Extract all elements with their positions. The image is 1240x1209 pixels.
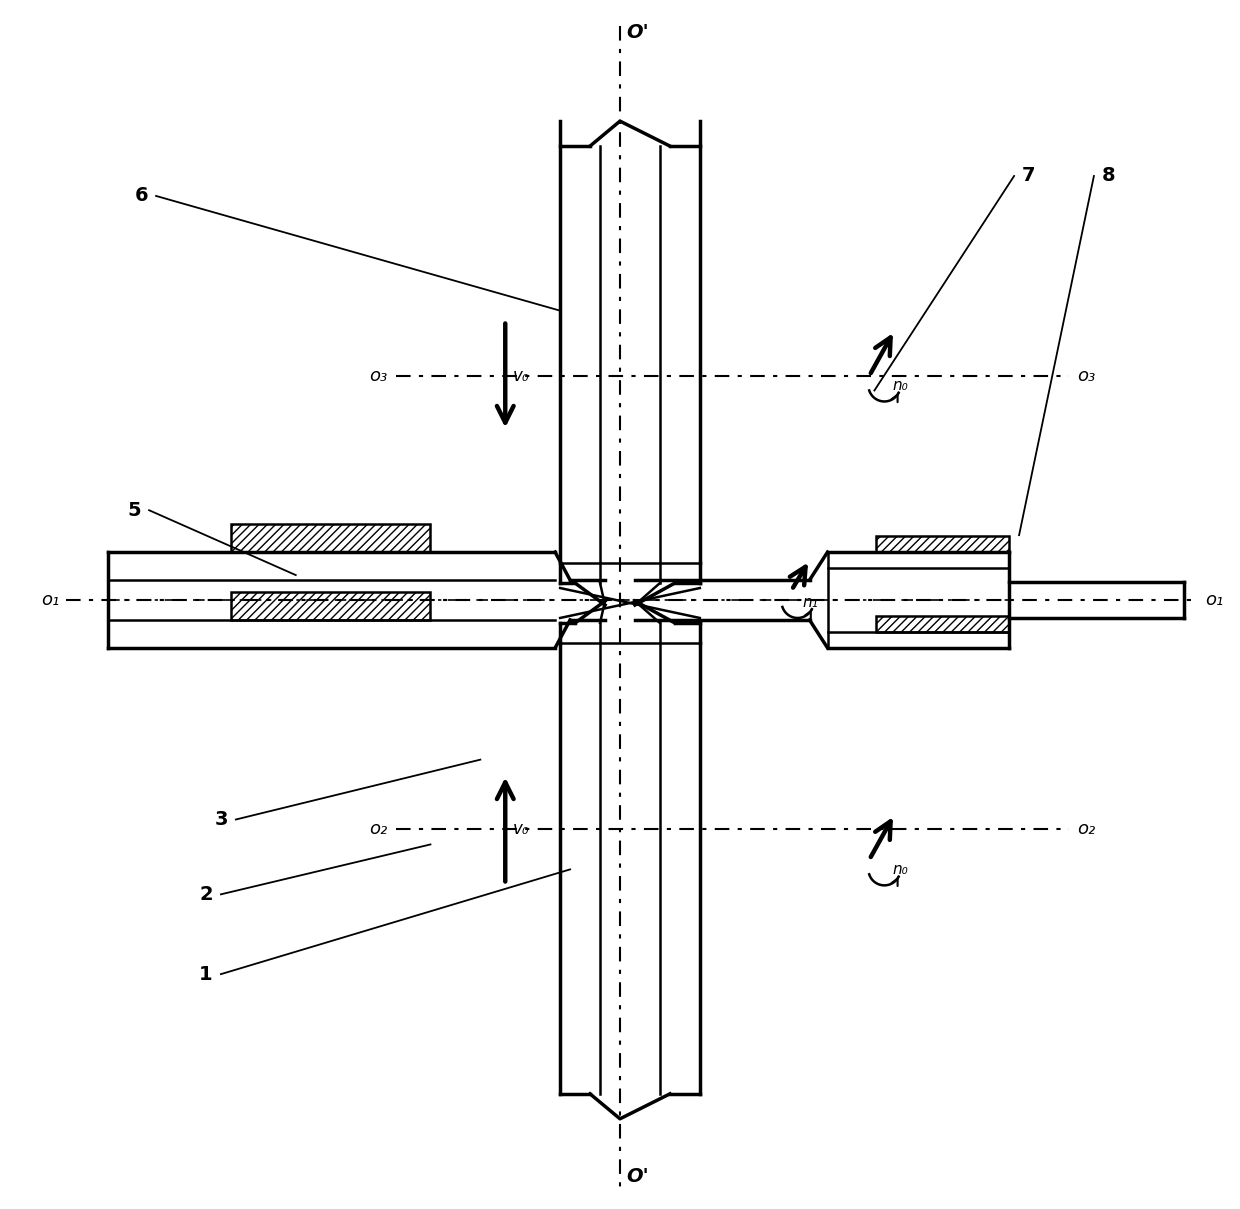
Text: n₀: n₀ (893, 378, 908, 393)
Text: o₂: o₂ (1078, 821, 1095, 839)
Text: O': O' (626, 23, 649, 42)
Text: 8: 8 (1102, 167, 1116, 185)
Text: 1: 1 (200, 965, 213, 984)
Text: o₂: o₂ (370, 821, 388, 839)
Text: o₁: o₁ (1205, 591, 1224, 609)
Text: v₀: v₀ (513, 366, 529, 384)
Text: O': O' (626, 1167, 649, 1186)
Bar (877, 615, 1009, 632)
Text: v₀: v₀ (513, 821, 529, 839)
Text: o₁: o₁ (41, 591, 60, 609)
Bar (877, 536, 1009, 553)
Text: 3: 3 (215, 810, 228, 829)
Text: n₀: n₀ (893, 862, 908, 877)
Text: o₃: o₃ (1078, 366, 1095, 384)
Text: 2: 2 (200, 885, 213, 904)
Text: o₃: o₃ (370, 366, 388, 384)
Bar (231, 592, 430, 620)
Text: 6: 6 (134, 186, 148, 206)
Text: 7: 7 (1022, 167, 1035, 185)
Text: 5: 5 (128, 501, 141, 520)
Text: n₁: n₁ (802, 595, 818, 609)
Bar (231, 525, 430, 553)
